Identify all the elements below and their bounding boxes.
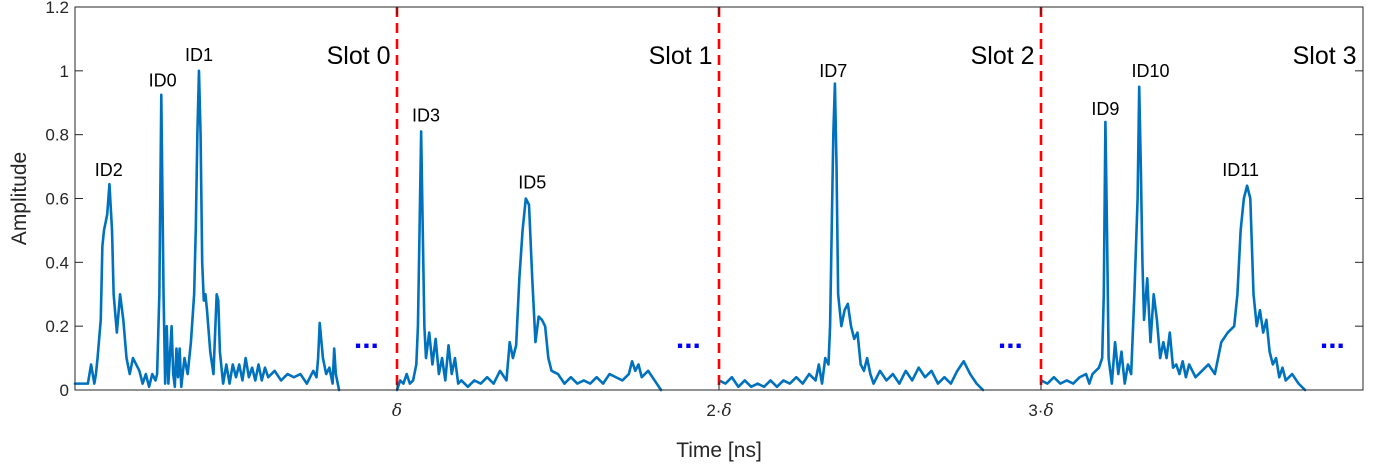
y-tick-label: 0 [60, 381, 69, 400]
y-tick-label: 0.8 [45, 126, 69, 145]
signal-segment-1 [395, 130, 663, 392]
x-axis: δ 2·δ 3·δ [392, 7, 1054, 421]
peak-label: ID1 [185, 45, 213, 65]
y-tick-label: 1.2 [45, 0, 69, 17]
slot-label: Slot 0 [327, 42, 391, 70]
signal-segment-0 [73, 69, 341, 392]
ellipsis-marker: ... [676, 322, 701, 355]
slot-label: Slot 1 [649, 42, 713, 70]
x-tick-delta: δ [392, 401, 402, 421]
y-tick-label: 0.2 [45, 317, 69, 336]
peak-label: ID3 [412, 106, 440, 126]
x-tick-label: 3·δ [1028, 401, 1053, 421]
peak-label: ID9 [1091, 99, 1119, 119]
signal-segment-2 [717, 82, 985, 392]
x-tick-delta: δ [721, 401, 731, 421]
annotations: Slot 0 Slot 1 Slot 2 Slot 3 ID2 ID0 ID1 ID3 ID5 I… [95, 42, 1357, 355]
peak-label: ID5 [518, 173, 546, 193]
signal-series [73, 69, 1307, 392]
x-axis-label: Time [ns] [676, 439, 762, 462]
x-tick-label: δ [392, 401, 402, 421]
x-tick-prefix: 2· [706, 401, 721, 420]
x-tick-prefix: 3· [1028, 401, 1043, 420]
y-axis: 0 0.2 0.4 0.6 0.8 1 1.2 [45, 0, 1363, 400]
peak-label: ID2 [95, 160, 123, 180]
peak-label: ID7 [819, 61, 847, 81]
peak-label: ID10 [1131, 61, 1169, 81]
ellipsis-marker: ... [354, 322, 379, 355]
slot-label: Slot 2 [971, 42, 1035, 70]
peak-label: ID0 [149, 70, 177, 90]
slot-label: Slot 3 [1293, 42, 1357, 70]
y-axis-label: Amplitude [8, 152, 31, 245]
ellipsis-marker: ... [1320, 322, 1345, 355]
peak-label: ID11 [1222, 160, 1259, 180]
slot-boundaries [395, 7, 1043, 390]
x-tick-delta: δ [1043, 401, 1053, 421]
y-tick-label: 1 [60, 62, 69, 81]
y-tick-label: 0.4 [45, 253, 69, 272]
x-tick-label: 2·δ [706, 401, 731, 421]
y-tick-label: 0.6 [45, 190, 69, 209]
ellipsis-marker: ... [998, 322, 1023, 355]
signal-segment-3 [1039, 85, 1307, 392]
